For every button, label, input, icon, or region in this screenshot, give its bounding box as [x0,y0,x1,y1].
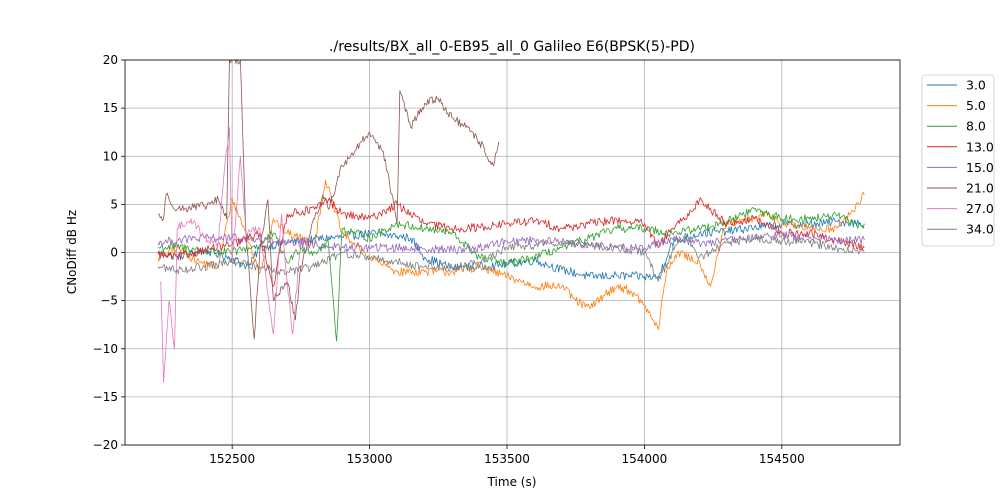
series-line-34.0 [157,232,865,282]
x-tick-label: 154500 [759,452,805,466]
legend-frame [921,74,995,247]
legend-label: 27.0 [966,201,994,216]
y-tick-label: 15 [103,101,118,115]
series-layer [157,60,865,383]
legend-label: 34.0 [966,222,994,237]
x-tick-label: 152500 [209,452,255,466]
x-tick-label: 154000 [622,452,668,466]
legend-label: 21.0 [966,181,994,196]
y-tick-label: −10 [93,342,118,356]
series-line-8.0 [157,207,865,342]
y-axis-label: CNoDiff dB Hz [65,210,79,294]
legend-label: 13.0 [966,139,994,154]
y-tick-label: −15 [93,390,118,404]
legend-label: 15.0 [966,160,994,175]
series-line-13.0 [157,197,865,287]
series-line-21.0 [158,60,500,340]
y-tick-label: 20 [103,53,118,67]
legend-items: 3.0 5.0 8.0 13.0 15.0 21.0 27.0 34.0 [927,78,994,237]
chart-title: ./results/BX_all_0-EB95_all_0 Galileo E6… [329,39,695,55]
y-tick-label: 10 [103,149,118,163]
x-axis-ticks: 152500 153000 153500 154000 154500 [209,445,805,466]
x-axis-label: Time (s) [487,475,537,489]
y-axis-ticks: −20 −15 −10 −5 0 5 10 15 20 [93,53,125,452]
y-tick-label: 0 [110,246,118,260]
legend-label: 3.0 [966,78,986,93]
y-tick-label: 5 [110,197,118,211]
x-tick-label: 153000 [347,452,393,466]
legend-label: 8.0 [966,119,986,134]
y-tick-label: −20 [93,438,118,452]
series-line-27.0 [160,127,310,383]
x-tick-label: 153500 [484,452,530,466]
legend: 3.0 5.0 8.0 13.0 15.0 21.0 27.0 34.0 [921,74,995,247]
legend-label: 5.0 [966,98,986,113]
y-tick-label: −5 [100,294,118,308]
